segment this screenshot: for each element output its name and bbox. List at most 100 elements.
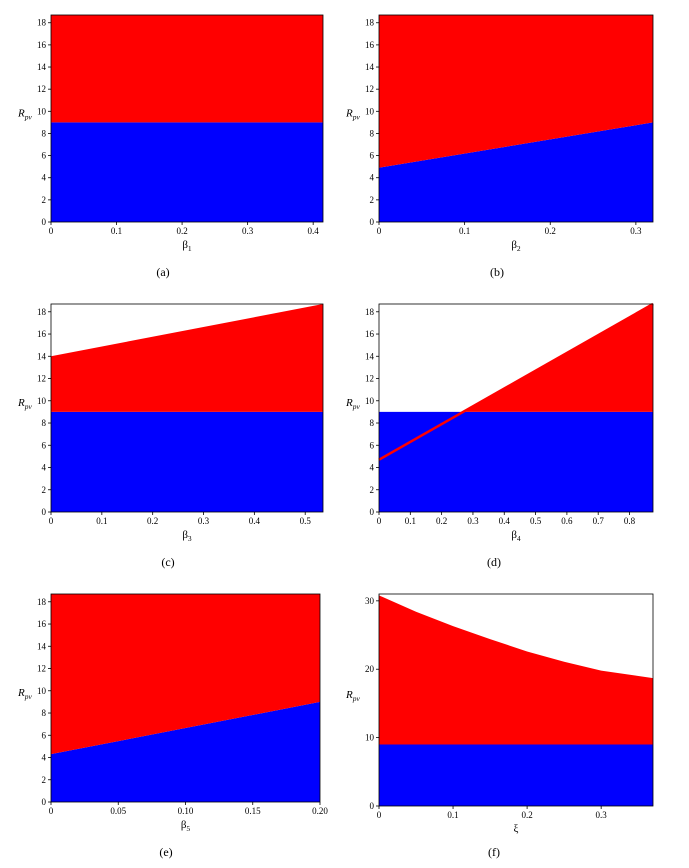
- y-tick-label: 6: [370, 151, 375, 161]
- y-tick-label: 4: [370, 463, 375, 473]
- panel-c: 0 0.1 0.2 0.3 0.4 0.5 0 2 4 6 8 10 12 14 16 18 β3 Rpv (c): [17, 303, 324, 569]
- plot-frame: [378, 593, 654, 807]
- y-tick-label: 10: [365, 396, 375, 406]
- upper-region: [51, 304, 323, 412]
- y-tick-label: 0: [42, 217, 47, 227]
- panel-label: (f): [488, 845, 500, 859]
- x-tick-label: 0.1: [96, 516, 107, 526]
- x-axis-label: β1: [182, 239, 192, 253]
- x-tick-label: 0.3: [630, 226, 642, 236]
- y-tick-label: 16: [365, 40, 375, 50]
- y-tick-label: 2: [42, 195, 47, 205]
- y-tick-label: 2: [42, 775, 47, 785]
- panel-b: 0 0.1 0.2 0.3 0 2 4 6 8 10 12 14 16 18 β2 Rpv (b): [345, 14, 654, 279]
- plot-frame: [50, 303, 324, 513]
- panel-label: (a): [156, 265, 169, 279]
- x-axis-label: ξ: [514, 823, 519, 835]
- y-tick-label: 20: [365, 664, 375, 674]
- y-axis-label: Rpv: [17, 397, 32, 411]
- y-tick-label: 2: [42, 485, 47, 495]
- x-tick-label: 0.4: [308, 226, 320, 236]
- y-tick-label: 4: [42, 173, 47, 183]
- plot-frame: [50, 14, 324, 223]
- lower-region: [51, 701, 320, 802]
- y-tick-label: 16: [37, 619, 47, 629]
- plot-frame: [378, 14, 654, 223]
- upper-region: [51, 15, 323, 123]
- lower-region: [379, 122, 653, 222]
- x-tick-label: 0.6: [561, 516, 573, 526]
- y-tick-label: 18: [37, 18, 47, 28]
- y-tick-label: 16: [37, 40, 47, 50]
- x-tick-label: 0.2: [521, 810, 532, 820]
- y-tick-label: 12: [37, 374, 46, 384]
- x-tick-label: 0.3: [596, 810, 608, 820]
- x-tick-label: 0.2: [545, 226, 556, 236]
- lower-region: [51, 122, 323, 222]
- y-tick-label: 8: [370, 418, 375, 428]
- x-axis-label: β5: [181, 819, 191, 833]
- x-tick-label: 0: [49, 806, 54, 816]
- y-tick-label: 8: [42, 708, 47, 718]
- x-tick-label: 0.5: [530, 516, 542, 526]
- x-tick-label: 0.2: [147, 516, 158, 526]
- upper-region: [379, 15, 653, 168]
- panel-label: (c): [161, 555, 174, 569]
- y-tick-label: 12: [37, 664, 46, 674]
- y-tick-label: 10: [365, 733, 375, 743]
- y-axis-label: Rpv: [17, 687, 32, 701]
- y-tick-label: 0: [42, 507, 47, 517]
- x-tick-label: 0: [377, 226, 382, 236]
- x-tick-label: 0.3: [198, 516, 210, 526]
- x-tick-label: 0.2: [176, 226, 187, 236]
- y-tick-label: 10: [37, 106, 47, 116]
- y-tick-label: 2: [370, 485, 375, 495]
- y-tick-label: 0: [370, 507, 375, 517]
- panel-e: 0 0.05 0.10 0.15 0.20 0 2 4 6 8 10 12 14 16 18 β5 Rpv (e): [17, 593, 328, 859]
- y-tick-label: 14: [365, 62, 375, 72]
- x-tick-label: 0.4: [499, 516, 511, 526]
- y-tick-label: 30: [365, 596, 375, 606]
- y-tick-label: 12: [365, 374, 374, 384]
- y-tick-label: 6: [42, 440, 47, 450]
- y-tick-label: 10: [365, 106, 375, 116]
- x-tick-label: 0.20: [312, 806, 328, 816]
- x-tick-label: 0.8: [624, 516, 636, 526]
- x-tick-label: 0.10: [178, 806, 194, 816]
- x-tick-label: 0.1: [405, 516, 416, 526]
- y-tick-label: 16: [37, 329, 47, 339]
- y-tick-label: 14: [37, 62, 47, 72]
- upper-region: [51, 594, 320, 755]
- upper-region: [463, 304, 653, 412]
- x-axis-label: β3: [182, 529, 192, 543]
- x-tick-label: 0.3: [467, 516, 479, 526]
- y-axis-label: Rpv: [345, 397, 360, 411]
- x-tick-label: 0.1: [111, 226, 122, 236]
- y-tick-label: 2: [370, 195, 375, 205]
- y-tick-label: 14: [37, 641, 47, 651]
- y-tick-label: 6: [42, 730, 47, 740]
- x-tick-label: 0.1: [459, 226, 470, 236]
- x-tick-label: 0.05: [110, 806, 126, 816]
- y-tick-label: 18: [365, 307, 375, 317]
- x-tick-label: 0: [49, 516, 54, 526]
- lower-region: [379, 411, 653, 512]
- y-axis-label: Rpv: [345, 108, 360, 122]
- y-tick-label: 16: [365, 329, 375, 339]
- y-tick-label: 8: [42, 128, 47, 138]
- y-axis-label: Rpv: [17, 108, 32, 122]
- x-tick-label: 0.2: [436, 516, 447, 526]
- y-axis-label: Rpv: [345, 689, 360, 703]
- panel-a: 0 0.1 0.2 0.3 0.4 0 2 4 6 8 10 12 14 16 18 β1 Rpv (a): [17, 14, 324, 279]
- x-tick-label: 0: [377, 516, 382, 526]
- y-tick-label: 8: [42, 418, 47, 428]
- y-tick-label: 4: [42, 463, 47, 473]
- y-tick-label: 0: [42, 797, 47, 807]
- x-tick-label: 0: [49, 226, 54, 236]
- y-tick-label: 18: [365, 18, 375, 28]
- y-tick-label: 0: [370, 217, 375, 227]
- x-tick-label: 0.7: [593, 516, 605, 526]
- x-axis-label: β2: [511, 239, 521, 253]
- y-tick-label: 6: [42, 151, 47, 161]
- panel-f: 0 0.1 0.2 0.3 0 10 20 30 ξ Rpv (f): [345, 593, 654, 859]
